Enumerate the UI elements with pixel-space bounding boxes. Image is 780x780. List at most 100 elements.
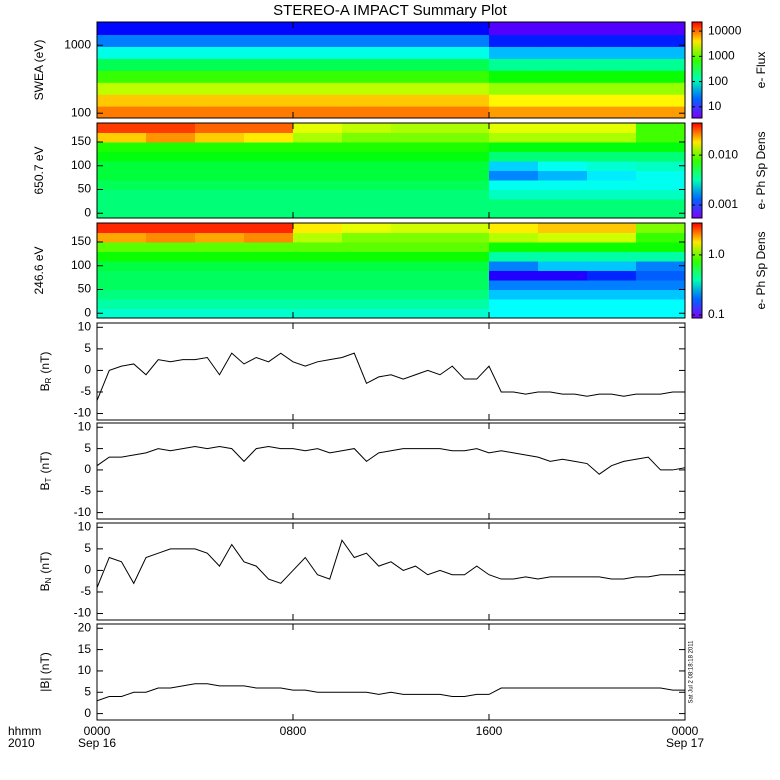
cell (293, 180, 343, 190)
cell (440, 199, 490, 209)
y-axis-label: BR (nT) (38, 352, 53, 392)
frame (96, 322, 686, 421)
cell (489, 70, 539, 83)
cell (342, 299, 392, 309)
cell (538, 142, 588, 152)
cell (244, 151, 294, 162)
cell (391, 123, 441, 133)
y-tick-label: 10 (78, 319, 92, 333)
cell (636, 180, 685, 190)
cell (636, 251, 685, 262)
cell (636, 22, 685, 36)
cell (587, 34, 637, 47)
cell (391, 242, 441, 252)
y-label-text: 246.6 eV (32, 246, 46, 294)
cell (146, 208, 196, 218)
cell (587, 82, 637, 95)
cell (489, 308, 539, 318)
cell (342, 106, 392, 118)
cell (293, 22, 343, 36)
y-tick-label: 15 (78, 642, 92, 656)
cell (195, 46, 245, 59)
colorbar-tick-label: 0.001 (708, 197, 738, 211)
cell (489, 261, 539, 271)
cell (538, 106, 588, 118)
cell (293, 142, 343, 152)
cell (244, 70, 294, 83)
cell (97, 180, 147, 190)
cell (195, 22, 245, 36)
cell (636, 58, 685, 71)
cell (195, 223, 245, 233)
cell (342, 242, 392, 252)
cell (391, 270, 441, 281)
cell (587, 170, 637, 181)
cell (587, 70, 637, 83)
cell (489, 223, 539, 233)
cell (244, 223, 294, 233)
cell (538, 308, 588, 318)
cell (293, 289, 343, 300)
cell (244, 208, 294, 218)
cell (97, 308, 147, 318)
cell (97, 70, 147, 83)
cell (538, 180, 588, 190)
cell (391, 132, 441, 143)
cell (489, 180, 539, 190)
y-tick-label: 0 (84, 563, 91, 577)
y-tick-label: 100 (71, 158, 91, 172)
cell (195, 70, 245, 83)
cell (293, 299, 343, 309)
cell (195, 208, 245, 218)
cell (293, 189, 343, 200)
cell (244, 289, 294, 300)
cell (391, 280, 441, 290)
cell (391, 151, 441, 162)
cell (146, 142, 196, 152)
cell (489, 58, 539, 71)
cell (587, 208, 637, 218)
cell (293, 161, 343, 171)
cell (440, 180, 490, 190)
colorbar (691, 222, 703, 319)
cell (636, 132, 685, 143)
cell (244, 251, 294, 262)
panel: 0.001 0.010 e- Ph Sp Dens 0 50 100 150 650.7 eV (32, 122, 768, 219)
cell (587, 132, 637, 143)
cell (538, 70, 588, 83)
colorbar-tick-label: 1.0 (708, 247, 725, 261)
cell (342, 161, 392, 171)
cell (440, 170, 490, 181)
cell (636, 34, 685, 47)
cell (636, 223, 685, 233)
cell (440, 261, 490, 271)
cell (195, 261, 245, 271)
cell (97, 123, 147, 133)
panel: -10 -5 0 5 10 BT (nT) (38, 419, 686, 520)
cell (587, 242, 637, 252)
cell (293, 270, 343, 281)
cell (146, 223, 196, 233)
cell (146, 161, 196, 171)
cell (538, 34, 588, 47)
cell (587, 199, 637, 209)
cell (391, 299, 441, 309)
cell (489, 106, 539, 118)
cell (489, 22, 539, 36)
data-line (97, 683, 685, 702)
cell (587, 46, 637, 59)
cell (244, 170, 294, 181)
cell (244, 242, 294, 252)
cell (489, 170, 539, 181)
cell (636, 94, 685, 107)
cell (146, 251, 196, 262)
cell (97, 151, 147, 162)
cell (342, 58, 392, 71)
cell (489, 189, 539, 200)
cell (587, 151, 637, 162)
cell (342, 270, 392, 281)
cell (636, 82, 685, 95)
cell (342, 232, 392, 243)
panel: 0.1 1.0 e- Ph Sp Dens 0 50 100 150 246.6 eV (32, 222, 768, 321)
cell (538, 94, 588, 107)
